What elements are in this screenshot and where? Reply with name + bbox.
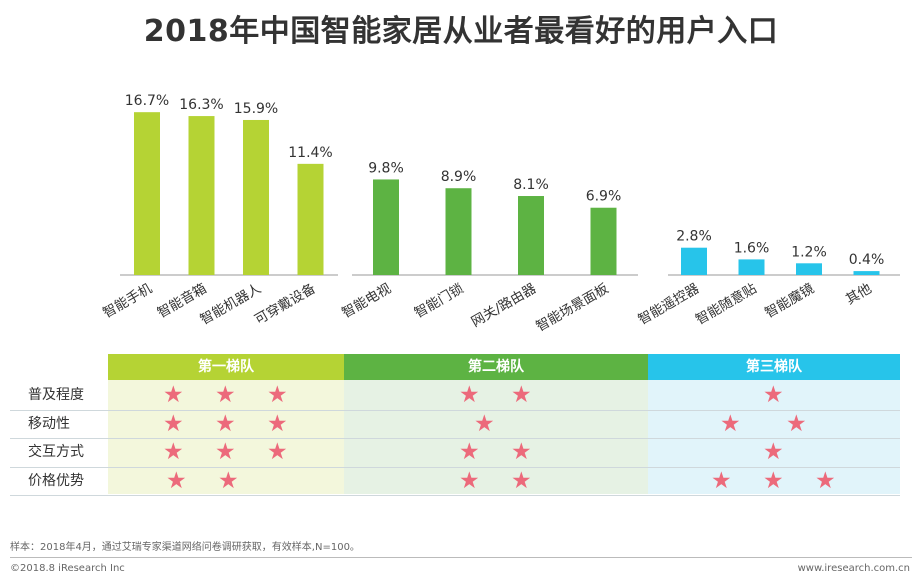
data-label: 16.7% [125, 93, 169, 109]
copyright: ©2018.8 iResearch Inc [10, 563, 125, 574]
bar-智能机器人 [243, 119, 269, 275]
bar-chart: 16.7%智能手机16.3%智能音箱15.9%智能机器人11.4%可穿戴设备9.… [100, 93, 900, 335]
star-icon: ★ [786, 410, 807, 437]
star-icon: ★ [166, 467, 187, 494]
star-icon: ★ [163, 382, 184, 408]
bar-智能魔镜 [796, 263, 822, 275]
star-icon: ★ [459, 467, 480, 494]
row-label: 普及程度 [28, 387, 84, 403]
bar-智能音箱 [188, 116, 215, 275]
star-icon: ★ [267, 439, 288, 465]
bar-智能场景面板 [590, 207, 617, 275]
data-label: 6.9% [586, 189, 622, 205]
row-divider [10, 438, 900, 439]
tier-header: 第一梯队 [108, 354, 345, 380]
bar-智能门锁 [445, 188, 472, 275]
data-label: 16.3% [179, 97, 223, 113]
tier-header: 第三梯队 [648, 354, 901, 380]
data-label: 1.2% [791, 244, 827, 260]
data-label: 0.4% [849, 252, 885, 268]
star-icon: ★ [163, 410, 184, 437]
star-icon: ★ [511, 439, 532, 465]
star-icon: ★ [815, 467, 836, 494]
category-label: 可穿戴设备 [252, 279, 319, 328]
category-label: 智能遥控器 [636, 280, 703, 328]
star-icon: ★ [763, 439, 784, 465]
chart-title: 2018年中国智能家居从业者最看好的用户入口 [143, 14, 779, 49]
star-icon: ★ [163, 439, 184, 465]
category-label: 智能机器人 [198, 280, 265, 328]
star-icon: ★ [218, 467, 239, 494]
star-icon: ★ [267, 410, 288, 437]
bar-智能随意贴 [738, 259, 765, 275]
bottom-divider [10, 557, 912, 558]
star-icon: ★ [511, 382, 532, 408]
star-icon: ★ [459, 382, 480, 408]
category-label: 其他 [843, 281, 874, 308]
star-icon: ★ [215, 439, 236, 465]
row-label: 交互方式 [28, 444, 84, 460]
star-icon: ★ [763, 382, 784, 408]
tier-header: 第二梯队 [344, 354, 649, 380]
tier-column-bg [344, 380, 648, 494]
category-label: 智能电视 [339, 280, 394, 321]
footnote: 样本：2018年4月，通过艾瑞专家渠道网络问卷调研获取，有效样本,N=100。 [10, 542, 360, 553]
data-label: 2.8% [676, 229, 712, 245]
bar-智能手机 [134, 112, 160, 275]
data-label: 8.1% [513, 177, 549, 193]
category-label: 智能场景面板 [533, 280, 612, 335]
row-label: 价格优势 [28, 472, 84, 489]
row-label: 移动性 [28, 415, 70, 432]
data-label: 9.8% [368, 160, 404, 176]
bar-可穿戴设备 [297, 163, 324, 275]
row-divider [10, 466, 900, 468]
category-label: 智能手机 [100, 280, 155, 321]
star-icon: ★ [711, 467, 732, 494]
row-divider [10, 495, 900, 496]
star-icon: ★ [720, 410, 741, 437]
star-icon: ★ [763, 467, 784, 494]
tier-column-bg [648, 380, 900, 494]
data-label: 15.9% [234, 101, 278, 117]
row-divider [10, 409, 900, 411]
tier-column-bg [108, 380, 344, 494]
star-icon: ★ [474, 410, 495, 437]
website-url: www.iresearch.com.cn [797, 563, 910, 574]
bar-智能电视 [373, 179, 399, 275]
star-icon: ★ [459, 439, 480, 465]
category-label: 智能魔镜 [762, 280, 817, 321]
star-icon: ★ [267, 382, 288, 408]
bar-其他 [853, 271, 880, 275]
data-label: 1.6% [734, 240, 770, 256]
star-icon: ★ [215, 382, 236, 408]
category-label: 智能随意贴 [693, 280, 760, 328]
data-label: 11.4% [288, 145, 332, 161]
bar-智能遥控器 [681, 247, 707, 275]
category-label: 网关/路由器 [469, 280, 540, 330]
bar-网关/路由器 [518, 196, 544, 275]
star-icon: ★ [511, 467, 532, 494]
category-label: 智能门锁 [412, 281, 467, 322]
star-icon: ★ [215, 410, 236, 437]
data-label: 8.9% [441, 169, 477, 185]
